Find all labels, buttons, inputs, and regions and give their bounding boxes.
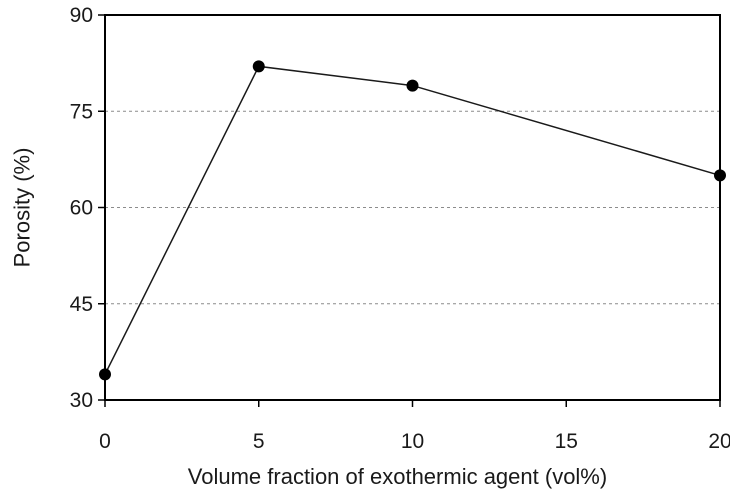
gridlines (105, 110, 720, 305)
series (99, 60, 726, 381)
y-tick-label-60: 60 (70, 197, 93, 220)
y-tick-label-30: 30 (70, 389, 93, 412)
x-axis-ticks: 0 5 10 15 20 (99, 400, 730, 453)
data-point-5 (252, 60, 265, 73)
y-axis-ticks: 30 45 60 75 90 (70, 4, 105, 412)
y-tick-label-90: 90 (70, 4, 93, 27)
x-tick-label-15: 15 (555, 430, 578, 453)
y-axis-label: Porosity (%) (10, 148, 35, 268)
x-tick-label-5: 5 (253, 430, 265, 453)
data-point-0 (99, 368, 111, 381)
series-line-0 (104, 65, 721, 375)
x-tick-label-10: 10 (401, 430, 424, 453)
y-tick-label-45: 45 (70, 293, 93, 316)
data-point-20 (714, 169, 726, 182)
y-tick-label-75: 75 (70, 100, 93, 123)
x-tick-label-20: 20 (708, 430, 730, 453)
x-tick-label-0: 0 (99, 430, 111, 453)
x-axis-label: Volume fraction of exothermic agent (vol… (188, 464, 607, 489)
data-point-10 (406, 79, 419, 92)
